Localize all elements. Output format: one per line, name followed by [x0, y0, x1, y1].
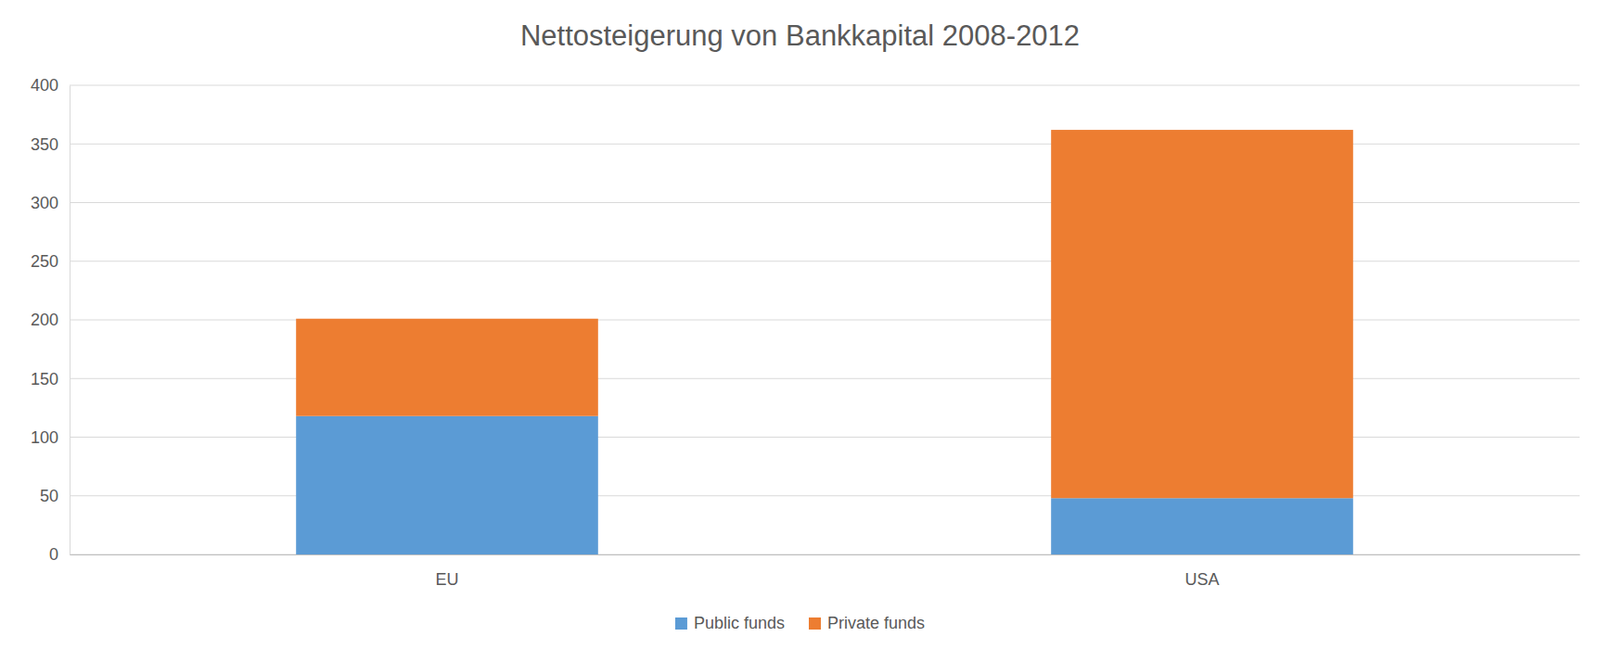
x-axis-line — [70, 554, 1581, 556]
y-axis: 0 50 100 150 200 250 300 350 400 — [30, 76, 71, 564]
y-tick: 300 — [30, 193, 70, 213]
grid — [69, 85, 1580, 555]
bars — [295, 129, 1354, 555]
y-tick: 250 — [30, 252, 70, 271]
y-tick-label: 50 — [39, 486, 59, 506]
chart: Nettosteigerung von Bankkapital 2008-201… — [0, 0, 1600, 662]
grid-line — [69, 85, 1580, 87]
legend-item: Private funds — [808, 614, 925, 633]
legend-swatch — [675, 617, 688, 630]
y-tick-label: 350 — [30, 135, 59, 154]
grid-line — [69, 143, 1580, 145]
y-tick-label: 400 — [30, 76, 59, 95]
y-tick: 150 — [30, 370, 70, 389]
x-tick: USA — [1184, 554, 1219, 589]
bar — [295, 319, 599, 417]
y-tick: 400 — [30, 76, 70, 95]
x-axis: EU USA — [70, 554, 1581, 589]
legend-label: Private funds — [827, 614, 925, 633]
y-tick: 0 — [49, 545, 70, 564]
y-tick: 50 — [39, 486, 70, 506]
y-tick: 350 — [30, 135, 70, 154]
bar — [1050, 129, 1354, 499]
x-tick: EU — [435, 554, 459, 589]
title: Nettosteigerung von Bankkapital 2008-201… — [520, 19, 1080, 52]
y-tick: 100 — [30, 428, 70, 448]
legend: Public funds Private funds — [675, 614, 925, 633]
bar — [295, 416, 599, 555]
y-axis-line — [69, 86, 71, 556]
grid-line — [69, 202, 1580, 204]
y-tick-label: 300 — [30, 193, 59, 213]
bar — [1050, 498, 1354, 555]
grid-line — [69, 260, 1580, 262]
y-tick-label: 250 — [30, 252, 59, 271]
plot: 0 50 100 150 200 250 300 350 400 EU USA — [30, 76, 1581, 589]
x-tick-label: EU — [435, 570, 459, 589]
legend-swatch — [808, 617, 821, 630]
y-tick-label: 150 — [30, 370, 59, 389]
y-tick-label: 0 — [49, 545, 59, 564]
x-tick-label: USA — [1184, 570, 1219, 589]
legend-item: Public funds — [675, 614, 785, 633]
y-tick: 200 — [30, 310, 70, 330]
y-tick-label: 100 — [30, 428, 59, 448]
y-tick-label: 200 — [30, 310, 59, 330]
legend-label: Public funds — [693, 614, 785, 633]
